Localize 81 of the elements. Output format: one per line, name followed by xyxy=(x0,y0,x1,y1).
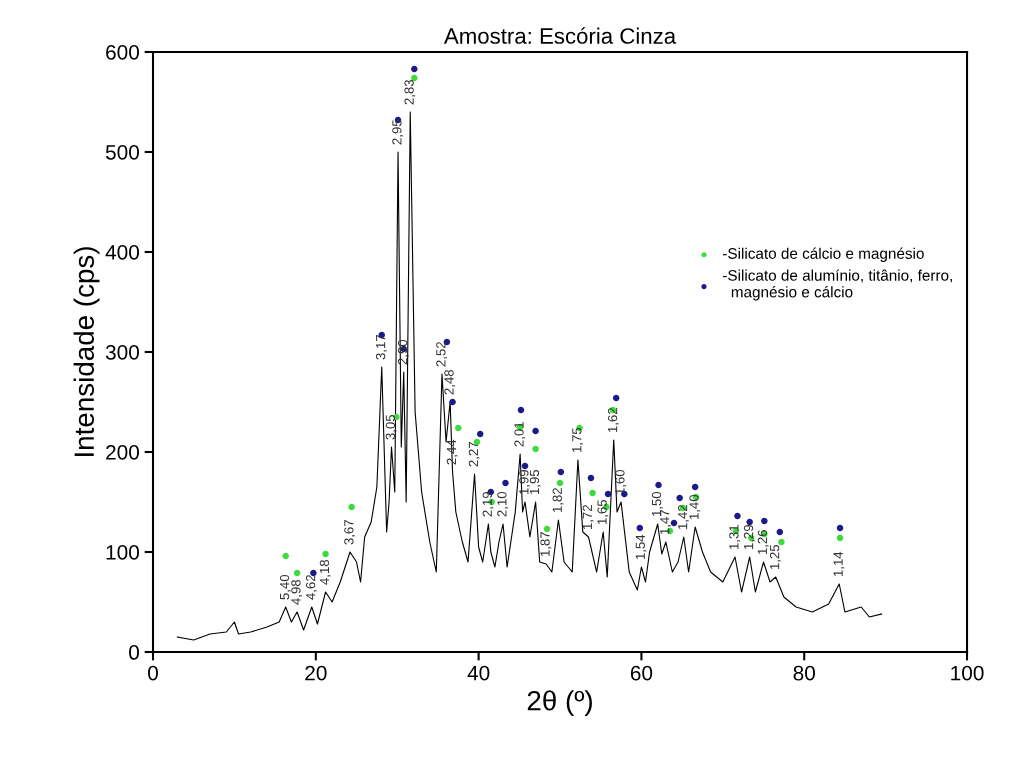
point xyxy=(761,517,768,525)
point xyxy=(348,503,355,511)
annotation: 1,26 xyxy=(757,529,769,555)
point xyxy=(521,462,529,470)
annotation: 1,72 xyxy=(582,505,594,530)
legend-label: -Silicato de alumínio, titânio, ferro, magnésio e cálcio xyxy=(723,269,952,301)
chart-title: Amostra: Escória Cinza xyxy=(443,27,677,44)
point xyxy=(282,552,289,560)
annotation: 1,82 xyxy=(552,488,564,513)
x-axis-title: 2θ (º) xyxy=(527,690,592,717)
annotation: 4,98 xyxy=(291,579,303,605)
point xyxy=(655,481,662,489)
annotation: 1,54 xyxy=(635,534,647,560)
annotation: 1,60 xyxy=(615,469,627,495)
annotation: 2,83 xyxy=(404,79,416,105)
x-tick-label: 0 xyxy=(148,665,158,681)
annotation: 1,75 xyxy=(572,427,584,453)
point xyxy=(604,490,612,498)
x-tick-label: 40 xyxy=(467,665,490,681)
point xyxy=(517,406,525,414)
point xyxy=(557,468,565,476)
point xyxy=(587,474,595,482)
annotation: 3,17 xyxy=(375,335,387,360)
x-tick-label: 100 xyxy=(951,665,984,681)
annotation: 1,65 xyxy=(597,499,609,525)
annotation: 2,10 xyxy=(497,491,509,517)
point xyxy=(411,65,418,73)
point xyxy=(293,569,301,577)
y-axis-title: Intensidade (cps) xyxy=(73,247,100,456)
annotation: 2,48 xyxy=(444,369,456,395)
point xyxy=(556,479,564,487)
annotation: 1,42 xyxy=(677,505,689,530)
y-tick-label: 200 xyxy=(106,445,139,460)
point xyxy=(836,524,844,532)
point xyxy=(636,524,644,532)
annotation: 2,90 xyxy=(397,339,409,365)
annotation: 2,01 xyxy=(514,422,526,447)
annotation: 1,99 xyxy=(519,470,531,495)
point xyxy=(612,394,620,402)
annotation: 2,44 xyxy=(446,439,458,465)
y-tick-label: 400 xyxy=(105,244,139,260)
annotation: 2,19 xyxy=(482,492,494,517)
point xyxy=(676,494,683,502)
annotation: 2,27 xyxy=(468,442,480,467)
point xyxy=(776,528,784,536)
point xyxy=(836,534,844,542)
x-tick-label: 20 xyxy=(305,665,327,681)
annotation: 1,14 xyxy=(833,551,845,577)
x-tick-label: 60 xyxy=(630,665,653,681)
point xyxy=(532,445,539,453)
annotation: 1,25 xyxy=(769,544,781,570)
annotation: 1,62 xyxy=(607,408,619,433)
point xyxy=(734,512,741,520)
annotation: 1,29 xyxy=(743,525,755,550)
point xyxy=(449,398,456,406)
annotation: 1,40 xyxy=(689,494,701,520)
y-tick-label: 600 xyxy=(106,44,139,60)
legend-label: -Silicato de cálcio e magnésio xyxy=(723,247,924,262)
x-tick-label: 80 xyxy=(793,665,815,681)
point xyxy=(532,427,539,435)
annotation: 3,67 xyxy=(344,520,356,545)
point xyxy=(589,489,596,497)
y-tick-label: 0 xyxy=(129,645,139,660)
point xyxy=(691,483,699,491)
annotation: 1,95 xyxy=(529,469,541,495)
point xyxy=(476,430,484,438)
annotation: 5,40 xyxy=(279,574,291,600)
annotation: 2,95 xyxy=(392,119,404,145)
annotation: 1,31 xyxy=(729,525,741,550)
y-tick-label: 100 xyxy=(106,545,139,560)
point xyxy=(502,479,509,487)
point xyxy=(455,424,462,432)
annotation: 4,62 xyxy=(305,575,317,600)
y-tick-label: 500 xyxy=(105,144,139,160)
annotation: 3,05 xyxy=(385,414,397,440)
annotation: 2,52 xyxy=(436,342,448,367)
annotation: 1,87 xyxy=(540,532,552,557)
point xyxy=(322,550,329,558)
annotation: 4,18 xyxy=(319,559,331,585)
y-tick-label: 300 xyxy=(105,345,139,360)
point xyxy=(778,538,785,546)
